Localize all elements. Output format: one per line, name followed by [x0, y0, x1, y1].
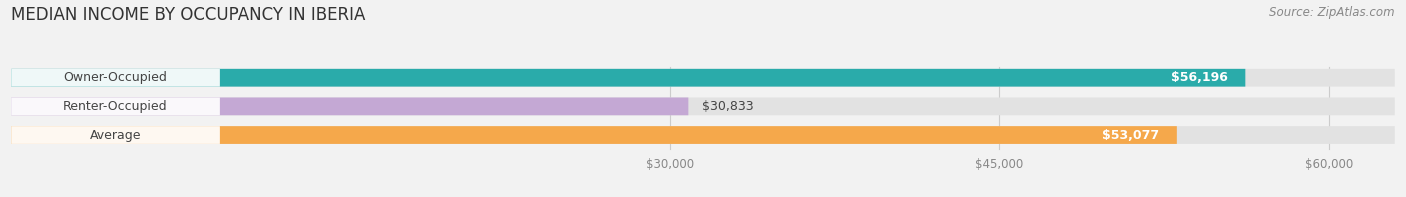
Text: Average: Average — [90, 128, 142, 141]
Text: $30,833: $30,833 — [702, 100, 754, 113]
FancyBboxPatch shape — [11, 69, 1395, 87]
FancyBboxPatch shape — [11, 126, 219, 144]
FancyBboxPatch shape — [11, 69, 219, 87]
FancyBboxPatch shape — [11, 126, 1395, 144]
FancyBboxPatch shape — [11, 126, 1177, 144]
FancyBboxPatch shape — [11, 98, 689, 115]
Text: Owner-Occupied: Owner-Occupied — [63, 71, 167, 84]
Text: $56,196: $56,196 — [1171, 71, 1227, 84]
FancyBboxPatch shape — [11, 98, 1395, 115]
Text: Source: ZipAtlas.com: Source: ZipAtlas.com — [1270, 6, 1395, 19]
FancyBboxPatch shape — [11, 98, 219, 115]
Text: $53,077: $53,077 — [1102, 128, 1160, 141]
Text: MEDIAN INCOME BY OCCUPANCY IN IBERIA: MEDIAN INCOME BY OCCUPANCY IN IBERIA — [11, 6, 366, 24]
FancyBboxPatch shape — [11, 69, 1246, 87]
Text: Renter-Occupied: Renter-Occupied — [63, 100, 167, 113]
